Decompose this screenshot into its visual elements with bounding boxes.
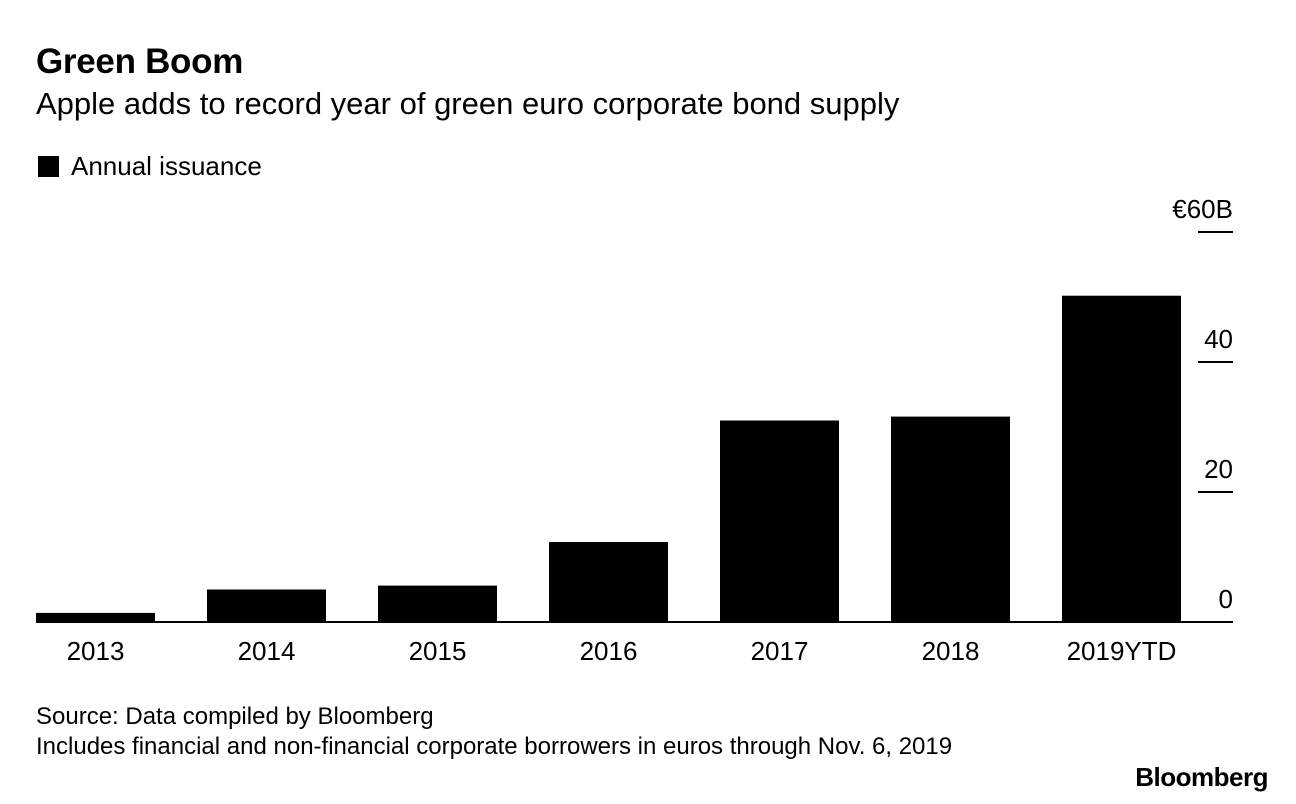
y-axis: 0 20 40 €60B: [1172, 194, 1233, 614]
x-tick-label: 2018: [922, 636, 980, 666]
chart-title: Green Boom: [36, 42, 244, 81]
bar-2013: [36, 612, 155, 622]
x-tick-label: 2015: [409, 636, 467, 666]
x-tick-label: 2013: [67, 636, 125, 666]
x-tick-label: 2017: [751, 636, 809, 666]
footer: Source: Data compiled by Bloomberg Inclu…: [36, 702, 1036, 762]
bar-2017: [720, 420, 839, 622]
legend: Annual issuance: [38, 151, 262, 181]
bar-2018: [891, 416, 1010, 622]
legend-swatch: [38, 155, 59, 177]
bar-2016: [549, 542, 668, 622]
x-tick-label: 2014: [238, 636, 296, 666]
source-note: Source: Data compiled by Bloomberg: [36, 703, 434, 730]
bar-2015: [378, 585, 497, 622]
y-tick-label: 40: [1204, 324, 1233, 354]
chart-subtitle: Apple adds to record year of green euro …: [36, 86, 900, 121]
coverage-note: Includes financial and non-financial cor…: [36, 733, 953, 760]
bar-2014: [207, 589, 326, 622]
bars: [36, 295, 1181, 622]
y-tick-label: €60B: [1172, 194, 1233, 224]
x-tick-label: 2019YTD: [1067, 636, 1177, 666]
y-tick-label: 20: [1204, 454, 1233, 484]
bloomberg-logo: Bloomberg: [1135, 762, 1268, 792]
x-axis-labels: 2013 2014 2015 2016 2017 2018 2019YTD: [67, 636, 1177, 666]
bar-2019YTD: [1062, 295, 1181, 622]
x-tick-label: 2016: [580, 636, 638, 666]
legend-label: Annual issuance: [71, 150, 262, 181]
y-tick-label: 0: [1219, 584, 1233, 614]
